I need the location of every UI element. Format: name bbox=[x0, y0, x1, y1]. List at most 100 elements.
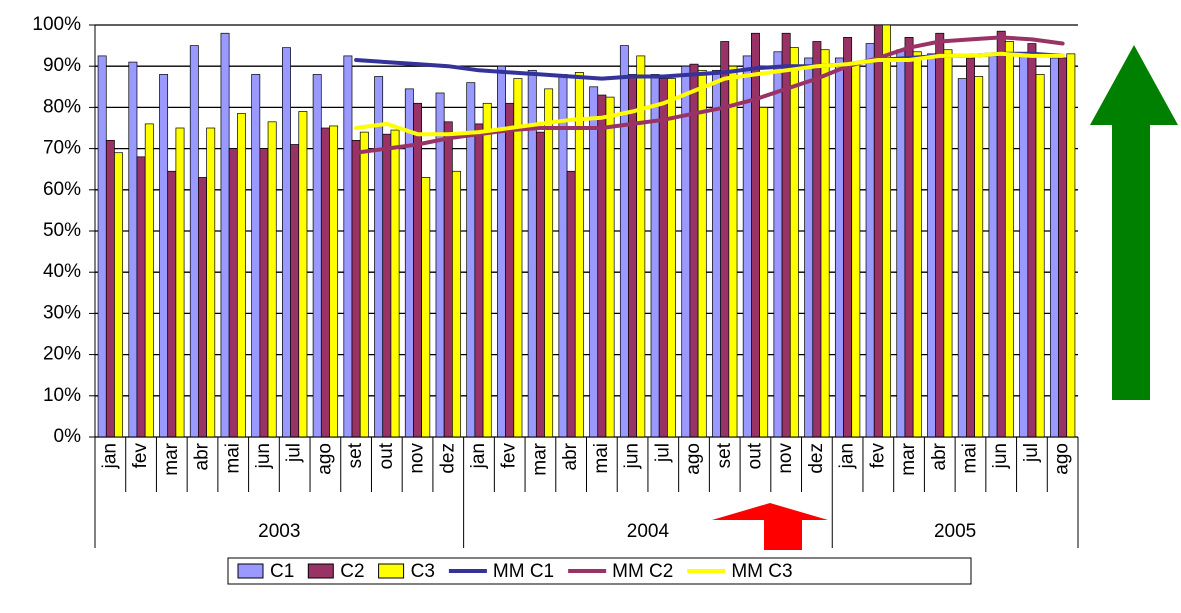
bar bbox=[1019, 53, 1029, 438]
bar bbox=[605, 96, 615, 438]
y-tick-label: 10% bbox=[43, 385, 81, 406]
bar bbox=[251, 74, 261, 438]
lines bbox=[354, 35, 1065, 155]
bar bbox=[189, 45, 199, 438]
bar bbox=[282, 47, 291, 438]
bar bbox=[136, 156, 146, 438]
bar bbox=[966, 57, 975, 438]
bar bbox=[974, 76, 984, 438]
x-tick-label: set bbox=[714, 442, 735, 468]
x-tick-label: fev bbox=[130, 443, 151, 469]
y-tick-label: 30% bbox=[43, 302, 81, 323]
bar bbox=[343, 55, 353, 438]
legend-box bbox=[227, 557, 972, 585]
legend-label: C1 bbox=[270, 561, 294, 582]
bar bbox=[697, 69, 707, 438]
bar bbox=[865, 43, 875, 438]
x-tick-label: mai bbox=[960, 443, 981, 474]
y-tick-label: 40% bbox=[43, 261, 81, 282]
bar bbox=[382, 133, 392, 438]
bar bbox=[312, 74, 322, 438]
bar bbox=[943, 49, 953, 438]
y-tick-label: 70% bbox=[43, 138, 81, 159]
bar bbox=[198, 177, 207, 438]
bar bbox=[167, 170, 177, 438]
x-tick-label: jul bbox=[652, 443, 673, 463]
bar bbox=[421, 177, 431, 438]
bar bbox=[927, 53, 937, 438]
x-tick-label: jun bbox=[253, 443, 274, 469]
plot: 0%10%20%30%40%50%60%70%80%90%100%jan fev m… bbox=[32, 14, 1079, 585]
x-tick-label: out bbox=[744, 442, 765, 469]
bar bbox=[535, 131, 545, 438]
bar bbox=[873, 24, 883, 438]
bar bbox=[290, 144, 300, 438]
bar bbox=[497, 65, 506, 438]
line-series bbox=[354, 35, 1065, 155]
x-tick-label: ago bbox=[314, 443, 335, 475]
bar bbox=[681, 65, 691, 438]
x-tick-label: jun bbox=[990, 443, 1011, 469]
bar bbox=[175, 127, 185, 438]
bar bbox=[1058, 57, 1068, 438]
decor bbox=[712, 45, 1178, 550]
bar bbox=[474, 123, 484, 438]
bar bbox=[667, 78, 676, 438]
bar bbox=[1049, 57, 1059, 438]
legend-label: C2 bbox=[340, 561, 364, 582]
legend-swatch bbox=[307, 563, 334, 579]
bar bbox=[628, 74, 638, 438]
bar bbox=[144, 123, 154, 438]
bar bbox=[359, 131, 369, 438]
bar bbox=[114, 152, 124, 438]
bar bbox=[159, 74, 169, 438]
legend-swatch bbox=[378, 563, 405, 579]
legend-label: MM C1 bbox=[493, 561, 554, 582]
bar bbox=[834, 57, 844, 438]
bar bbox=[619, 45, 629, 438]
line-series bbox=[354, 51, 1065, 137]
bar bbox=[513, 78, 523, 438]
y-tick-label: 50% bbox=[43, 220, 81, 241]
bar bbox=[228, 148, 238, 438]
bar bbox=[97, 55, 107, 438]
bar bbox=[935, 32, 945, 438]
x-tick-label: abr bbox=[560, 442, 581, 470]
bar bbox=[267, 121, 277, 438]
bar bbox=[236, 113, 246, 438]
bar bbox=[544, 88, 554, 438]
bar bbox=[413, 102, 422, 438]
bar bbox=[390, 129, 400, 438]
bar bbox=[597, 94, 607, 438]
bar bbox=[650, 74, 660, 438]
bar bbox=[1035, 74, 1045, 438]
bar bbox=[851, 61, 861, 438]
bar bbox=[689, 63, 699, 438]
bar bbox=[728, 65, 738, 438]
bar bbox=[320, 127, 330, 438]
bar bbox=[128, 61, 138, 438]
bar bbox=[636, 55, 646, 438]
x-tick-label: fev bbox=[499, 443, 520, 469]
bar bbox=[206, 127, 216, 438]
x-tick-label: jul bbox=[1021, 443, 1042, 463]
x-tick-label: mar bbox=[529, 442, 550, 475]
x-tick-label: fev bbox=[867, 443, 888, 469]
bar bbox=[374, 76, 384, 438]
y-tick-label: 100% bbox=[32, 14, 81, 35]
bar bbox=[720, 41, 730, 438]
bar bbox=[996, 30, 1006, 438]
x-tick-label: abr bbox=[929, 442, 950, 470]
legend: C1 C2 C3 MM C1 MM C2 MM C3 bbox=[227, 557, 972, 585]
x-tick-label: jan bbox=[468, 443, 489, 469]
bar bbox=[329, 125, 339, 438]
x-tick-label: jul bbox=[284, 443, 305, 463]
bar bbox=[742, 55, 752, 438]
x-tick-label: set bbox=[345, 442, 366, 468]
bar bbox=[1066, 53, 1076, 438]
bar bbox=[820, 49, 830, 438]
legend-label: C3 bbox=[411, 561, 435, 582]
green-arrow bbox=[1090, 45, 1178, 400]
x-tick-label: ago bbox=[1052, 443, 1073, 475]
